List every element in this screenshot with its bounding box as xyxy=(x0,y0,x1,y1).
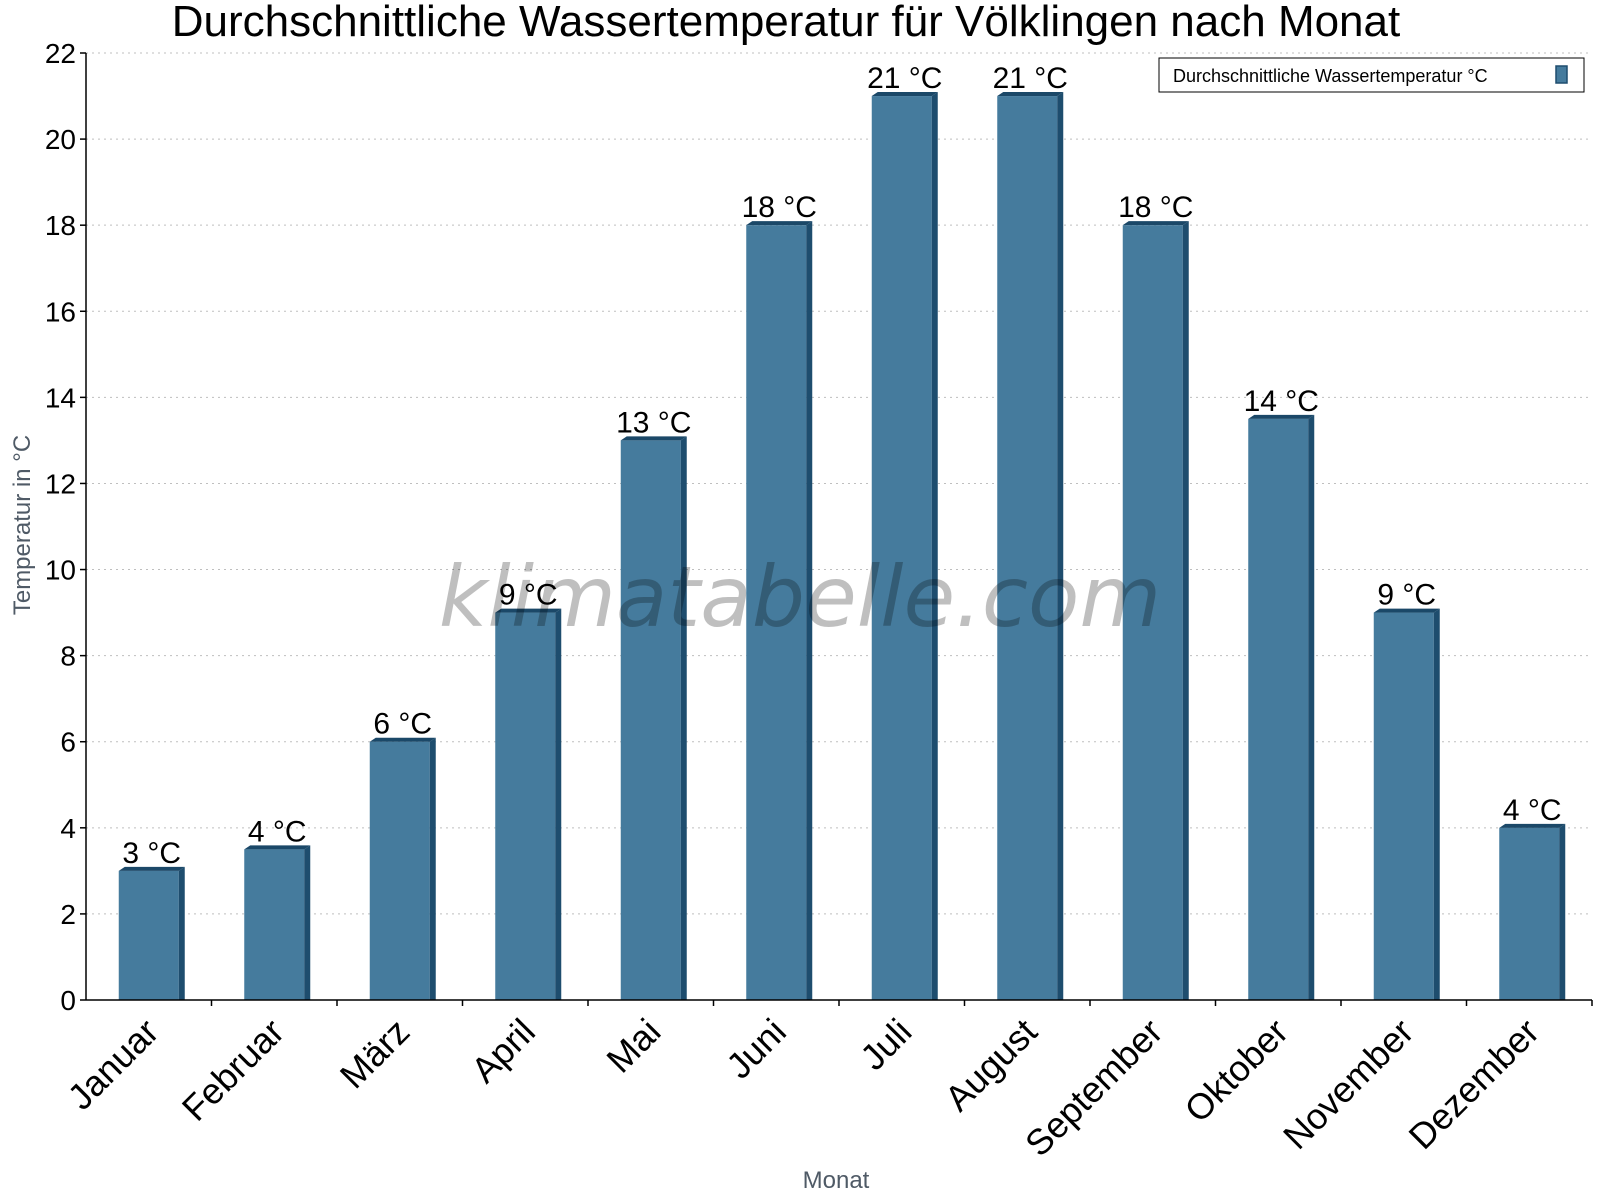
x-tick-label: Juli xyxy=(852,1011,919,1078)
y-tick-label: 20 xyxy=(45,124,76,155)
data-label: 4 °C xyxy=(248,815,307,848)
bar-top xyxy=(1122,221,1189,226)
bar-face xyxy=(1248,418,1309,1000)
bars xyxy=(118,92,1566,1001)
bar-side xyxy=(1057,92,1064,1000)
data-label: 18 °C xyxy=(742,191,817,224)
x-tick-label: Dezember xyxy=(1400,1011,1546,1157)
data-label: 18 °C xyxy=(1118,191,1193,224)
x-tick-label: August xyxy=(937,1011,1045,1119)
data-label: 3 °C xyxy=(122,837,181,870)
legend-box xyxy=(1158,57,1585,93)
x-tick-label: Juni xyxy=(718,1011,794,1087)
bar-face xyxy=(244,849,305,1000)
bar-top xyxy=(244,845,311,850)
bar-face xyxy=(1499,827,1560,1000)
bar-top xyxy=(997,92,1064,97)
bar-top xyxy=(620,436,687,441)
y-tick-label: 10 xyxy=(45,555,76,586)
bar xyxy=(746,221,813,1000)
bar-top xyxy=(1373,608,1440,613)
legend: Durchschnittliche Wassertemperatur °C xyxy=(1158,57,1585,93)
y-tick-label: 2 xyxy=(60,899,76,930)
bar-top xyxy=(746,221,813,226)
y-tick-label: 18 xyxy=(45,210,76,241)
chart-title: Durchschnittliche Wassertemperatur für V… xyxy=(172,0,1400,46)
bar-side xyxy=(1182,221,1189,1000)
y-axis-label: Temperatur in °C xyxy=(9,435,36,615)
y-axis-ticks: 0 2 4 6 8 10 12 14 16 18 20 22 xyxy=(45,38,86,1016)
x-axis-ticks: Januar Februar März April Mai Juni Juli AugustS… xyxy=(60,1000,1593,1165)
data-label: 9 °C xyxy=(499,579,558,612)
bar-top xyxy=(495,608,562,613)
bar xyxy=(997,92,1064,1000)
data-label: 14 °C xyxy=(1244,385,1319,418)
data-label: 21 °C xyxy=(993,62,1068,95)
bar-side xyxy=(806,221,813,1000)
y-tick-label: 0 xyxy=(60,985,76,1016)
bar-face xyxy=(746,225,807,1000)
bar-top xyxy=(369,737,436,742)
bar-face xyxy=(1373,612,1434,1000)
watermark: klimatabelle.com xyxy=(439,548,1162,646)
x-tick-label: Februar xyxy=(174,1011,292,1129)
bar-face xyxy=(620,440,681,1001)
x-axis-label: Monat xyxy=(803,1167,870,1194)
x-tick-label: Januar xyxy=(60,1011,167,1118)
bar xyxy=(1248,414,1315,1000)
data-label: 4 °C xyxy=(1503,794,1562,827)
x-tick-label: September xyxy=(1017,1011,1171,1165)
data-label: 9 °C xyxy=(1377,579,1436,612)
bar-face xyxy=(118,870,179,1000)
bar-side xyxy=(178,866,185,1000)
bar-side xyxy=(1559,823,1566,1000)
legend-series-label: Durchschnittliche Wassertemperatur °C xyxy=(1173,66,1488,86)
bar xyxy=(369,737,436,1000)
y-tick-label: 12 xyxy=(45,468,76,499)
x-tick-label: Mai xyxy=(598,1011,668,1081)
bar xyxy=(620,436,687,1001)
bar-side xyxy=(931,92,938,1000)
legend-swatch xyxy=(1555,65,1568,84)
y-tick-label: 8 xyxy=(60,641,76,672)
bar-face xyxy=(997,96,1058,1000)
bar-face xyxy=(1122,225,1183,1000)
y-tick-label: 4 xyxy=(60,813,76,844)
x-tick-label: Oktober xyxy=(1176,1011,1296,1131)
bar-side xyxy=(680,436,687,1001)
bar xyxy=(871,92,938,1000)
x-tick-label: April xyxy=(463,1011,543,1091)
bar-top xyxy=(1499,823,1566,828)
data-label: 13 °C xyxy=(616,406,691,439)
bar-face xyxy=(369,741,430,1000)
x-tick-label: November xyxy=(1275,1011,1421,1157)
bar-side xyxy=(429,737,436,1000)
y-tick-label: 6 xyxy=(60,727,76,758)
y-tick-label: 14 xyxy=(45,382,76,413)
bar-side xyxy=(304,845,311,1000)
bar-side xyxy=(555,608,562,1000)
bar-side xyxy=(1308,414,1315,1000)
bar xyxy=(244,845,311,1000)
bar xyxy=(118,866,185,1000)
bar xyxy=(1122,221,1189,1000)
bar-side xyxy=(1433,608,1440,1000)
bar xyxy=(1499,823,1566,1000)
bar-top xyxy=(1248,414,1315,419)
data-label: 21 °C xyxy=(867,62,942,95)
bar-face xyxy=(495,612,556,1000)
bar xyxy=(1373,608,1440,1000)
y-tick-label: 22 xyxy=(45,38,76,69)
data-labels: 3 °C 4 °C 6 °C 9 °C 13 °C 18 °C 21 °C 21 °C 18 °… xyxy=(122,62,1561,870)
gridlines xyxy=(86,52,1592,915)
bar-top xyxy=(871,92,938,97)
data-label: 6 °C xyxy=(373,708,432,741)
bar-top xyxy=(118,866,185,871)
bar xyxy=(495,608,562,1000)
x-tick-label: März xyxy=(332,1011,418,1097)
bar-face xyxy=(871,96,932,1000)
y-tick-label: 16 xyxy=(45,296,76,327)
